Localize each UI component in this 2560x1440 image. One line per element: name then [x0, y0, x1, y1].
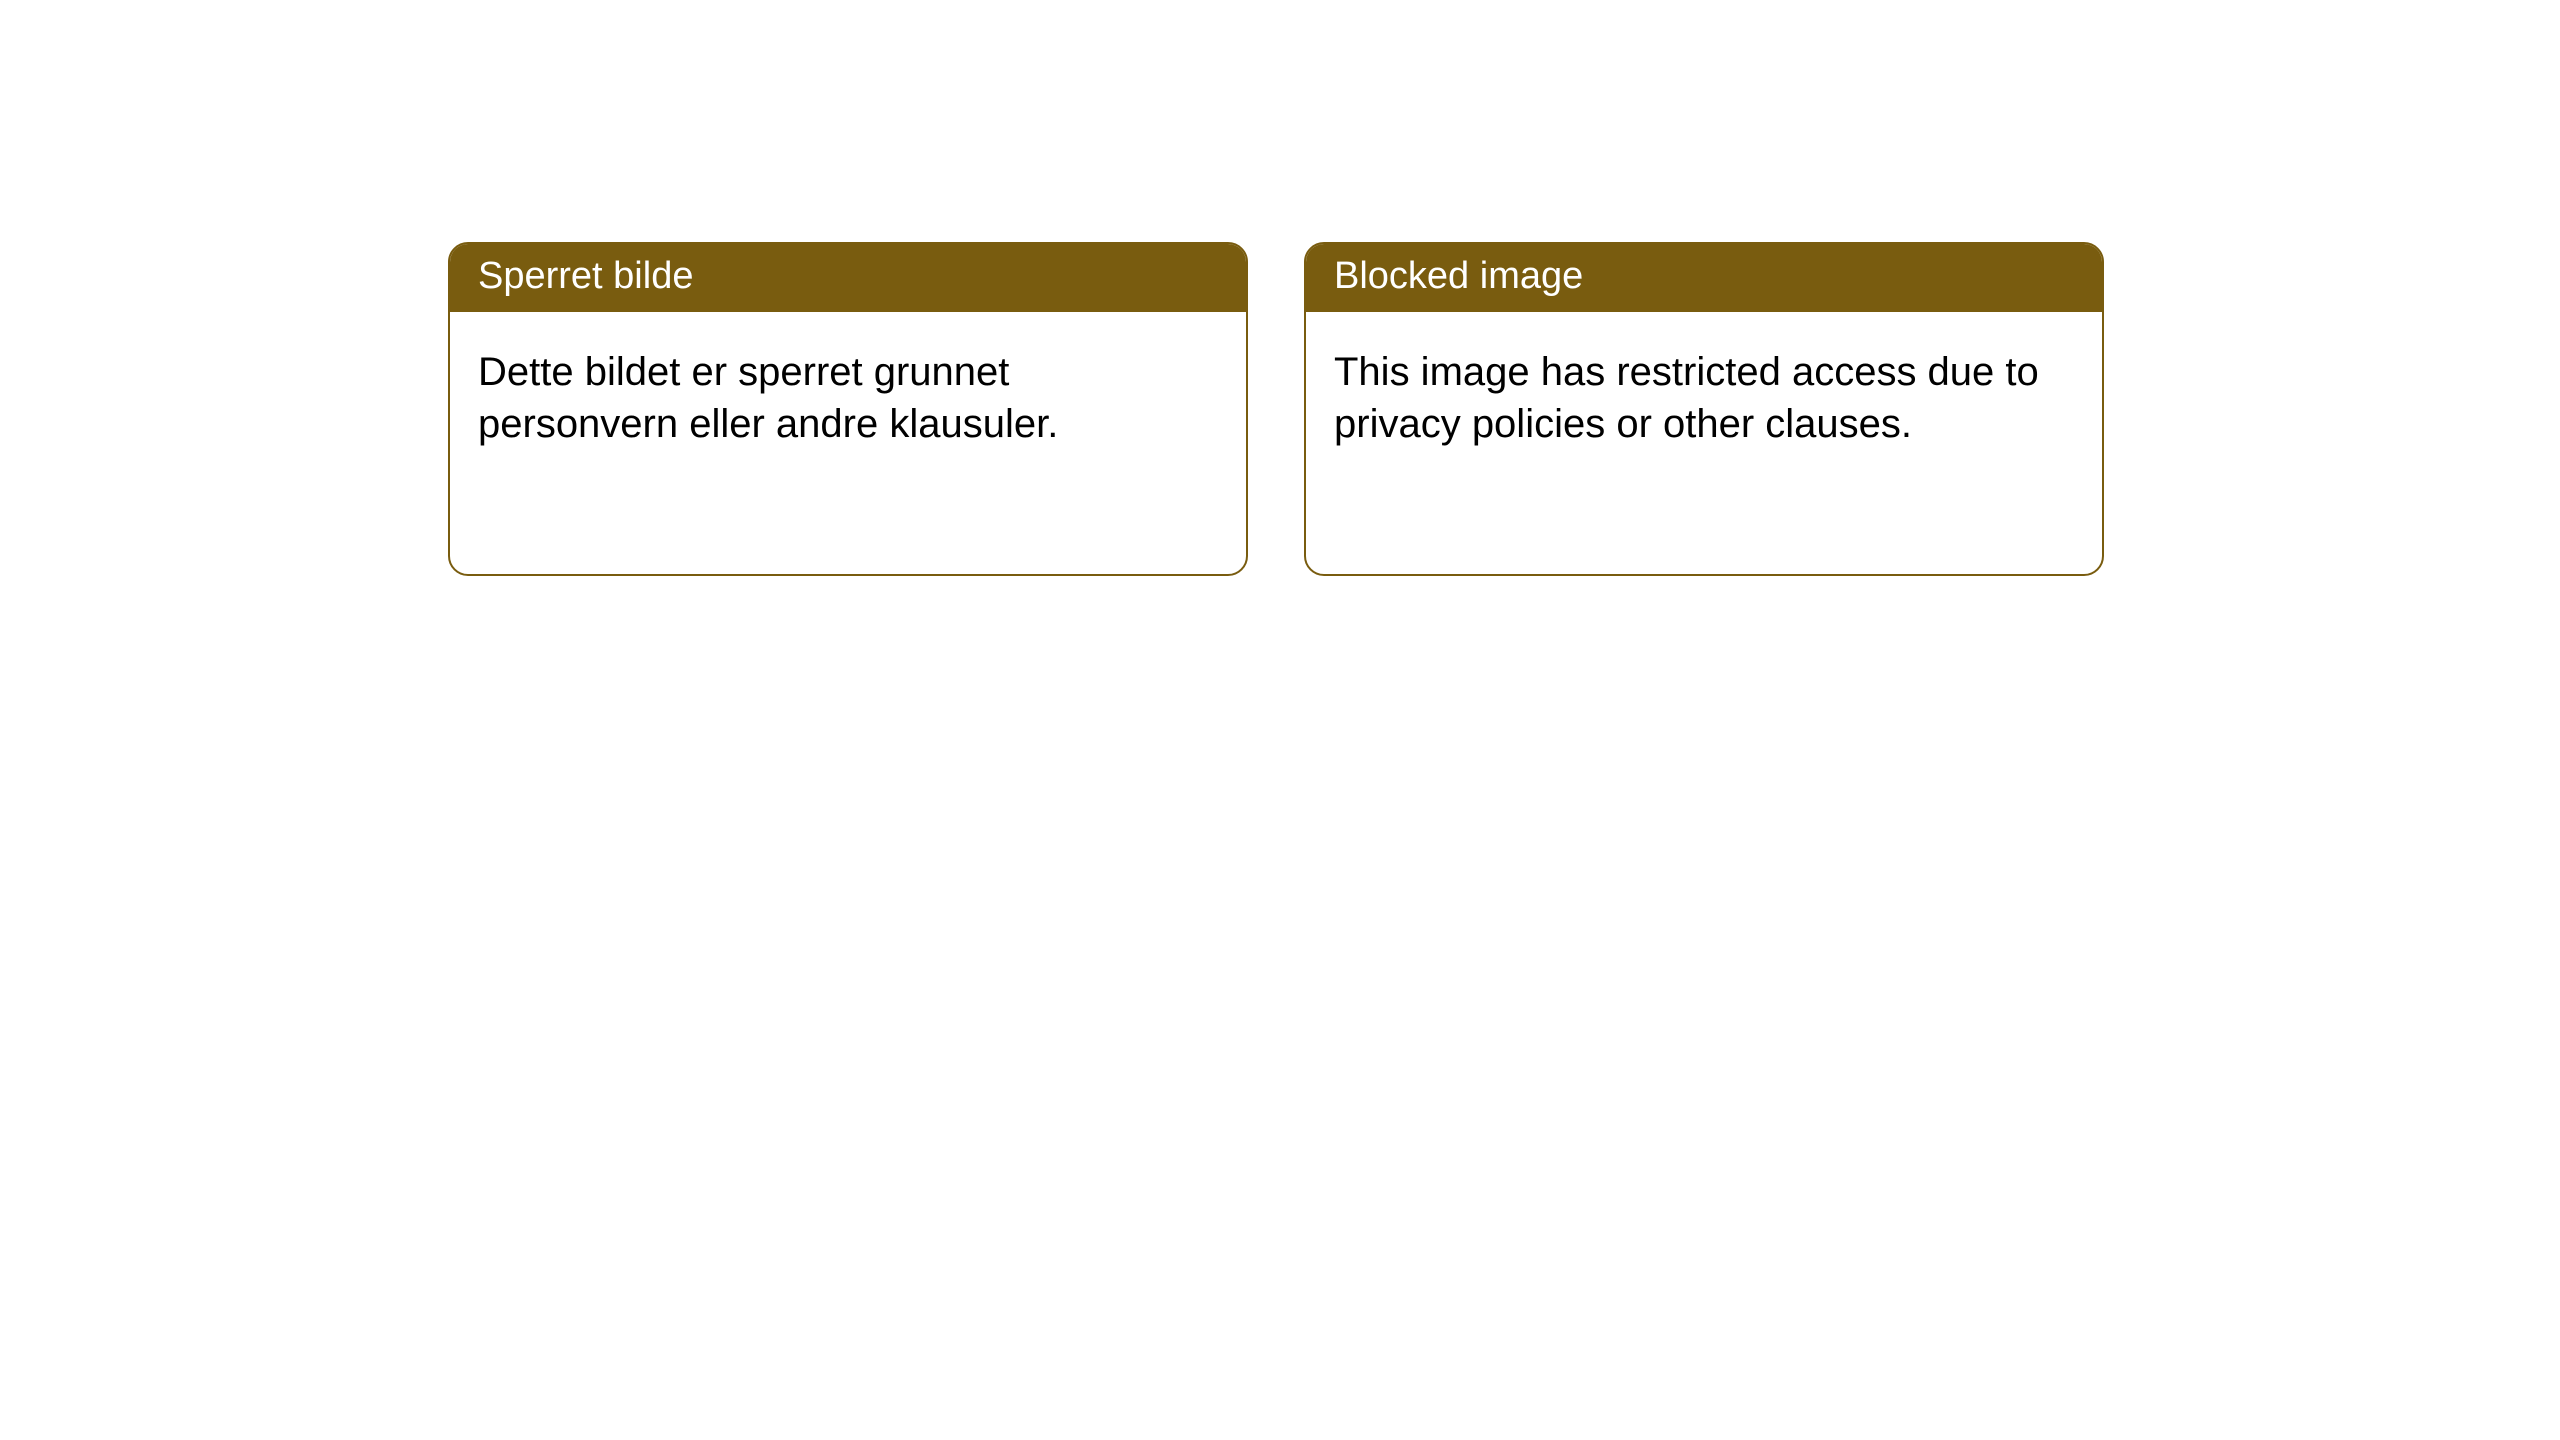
card-body: This image has restricted access due to … — [1306, 312, 2102, 478]
notice-card-norwegian: Sperret bilde Dette bildet er sperret gr… — [448, 242, 1248, 576]
notice-container: Sperret bilde Dette bildet er sperret gr… — [0, 0, 2560, 576]
notice-card-english: Blocked image This image has restricted … — [1304, 242, 2104, 576]
card-title: Sperret bilde — [450, 244, 1246, 312]
card-title: Blocked image — [1306, 244, 2102, 312]
card-body: Dette bildet er sperret grunnet personve… — [450, 312, 1246, 478]
